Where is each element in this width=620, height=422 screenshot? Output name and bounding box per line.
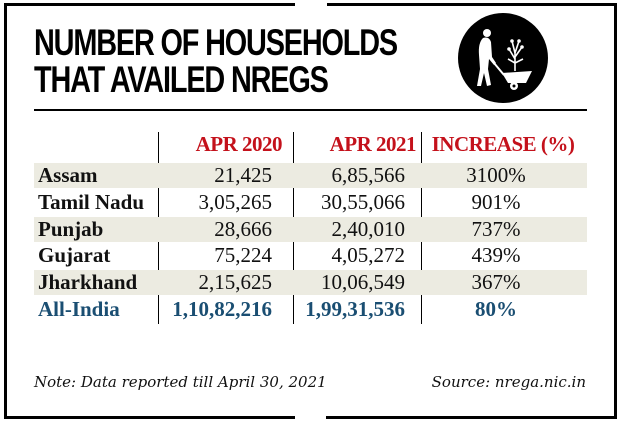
row-apr-2021: 30,55,066	[321, 189, 405, 214]
column-header-apr-2021: APR 2021	[329, 132, 417, 156]
total-increase: 80%	[475, 297, 517, 321]
row-apr-2020: 28,666	[214, 216, 272, 241]
title-divider	[34, 109, 587, 111]
row-apr-2020: 2,15,625	[198, 270, 273, 295]
total-label: All-India	[38, 297, 120, 321]
row-apr-2021: 2,40,010	[331, 216, 406, 241]
total-apr-2020: 1,10,82,216	[172, 297, 272, 321]
row-apr-2021: 10,06,549	[321, 270, 405, 295]
page-title: NUMBER OF HOUSEHOLDS THAT AVAILED NREGS	[34, 22, 398, 100]
row-state: Punjab	[38, 216, 104, 241]
table-row-total: All-India 1,10,82,216 1,99,31,536 80%	[34, 297, 587, 322]
total-apr-2021: 1,99,31,536	[305, 297, 405, 321]
column-header-apr-2020: APR 2020	[195, 132, 283, 156]
row-apr-2020: 21,425	[214, 163, 272, 187]
row-increase: 737%	[471, 216, 521, 241]
table-row: Jharkhand 2,15,625 10,06,549 367%	[34, 270, 587, 296]
table-row: Gujarat 75,224 4,05,272 439%	[34, 243, 587, 268]
frame-bottom-left	[4, 416, 295, 419]
footnote-source: Source: nrega.nic.in	[431, 373, 586, 391]
frame-left	[4, 3, 7, 419]
footnote-note: Note: Data reported till April 30, 2021	[34, 373, 327, 391]
frame-bottom-right	[326, 416, 617, 419]
row-increase: 901%	[471, 189, 521, 214]
title-line-1: NUMBER OF HOUSEHOLDS	[34, 22, 398, 63]
table-row: Tamil Nadu 3,05,265 30,55,066 901%	[34, 190, 587, 215]
row-apr-2021: 6,85,566	[331, 163, 406, 187]
row-apr-2021: 4,05,272	[331, 243, 406, 268]
table-row: Punjab 28,666 2,40,010 737%	[34, 216, 587, 242]
worker-wheelbarrow-icon	[458, 13, 548, 103]
row-apr-2020: 75,224	[214, 243, 272, 268]
column-header-increase: INCREASE (%)	[431, 132, 575, 156]
table-row: Assam 21,425 6,85,566 3100%	[34, 163, 587, 188]
row-state: Assam	[38, 163, 98, 187]
row-increase: 3100%	[466, 163, 526, 187]
frame-top-left	[4, 3, 295, 6]
row-state: Jharkhand	[38, 270, 138, 295]
row-state: Gujarat	[38, 243, 111, 268]
row-increase: 367%	[471, 270, 521, 295]
row-increase: 439%	[471, 243, 521, 268]
frame-right	[614, 3, 617, 419]
row-state: Tamil Nadu	[38, 189, 145, 214]
row-apr-2020: 3,05,265	[198, 189, 273, 214]
frame-top-right	[327, 3, 617, 6]
title-line-2: THAT AVAILED NREGS	[34, 59, 329, 100]
